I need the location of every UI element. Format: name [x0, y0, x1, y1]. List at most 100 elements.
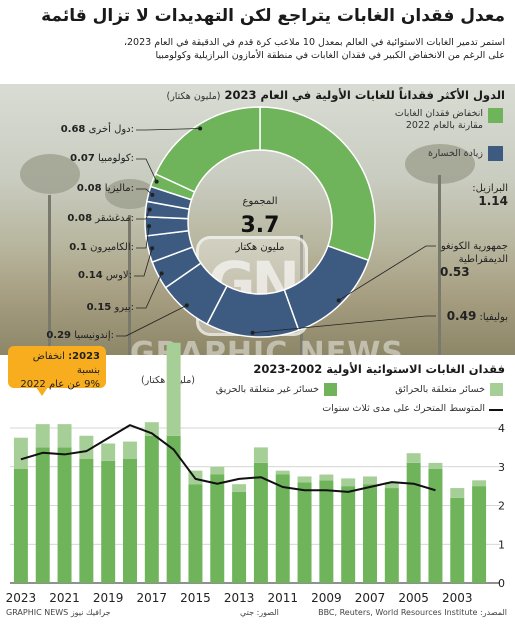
- donut-label: 0.08 مدغشقر:: [67, 213, 134, 224]
- x-tick-label: 2007: [355, 591, 386, 605]
- bar-nonfire: [13, 468, 28, 583]
- donut-label: 0.15 بيرو:: [87, 302, 134, 313]
- legend-increase-label: زيادة الخسارة: [428, 148, 483, 159]
- bar-fire: [253, 447, 268, 463]
- x-tick-label: 2013: [224, 591, 255, 605]
- donut-label-country: دول أخرى:: [88, 124, 134, 135]
- bar-nonfire: [363, 484, 377, 583]
- donut-label-value: 0.14: [78, 270, 103, 281]
- bar-fire: [123, 441, 137, 459]
- page-subtitle: استمر تدمير الغابات الاستوائية في العالم…: [10, 36, 505, 62]
- donut-label-value: 1.14: [478, 194, 508, 208]
- bar-fire: [232, 484, 247, 492]
- bar-nonfire: [57, 447, 72, 583]
- subtitle-line-2: على الرغم من الانخفاض الكبير في فقدان ال…: [155, 50, 506, 61]
- legend-avg-label: المتوسط المتحرك على مدى ثلاث سنوات: [322, 403, 485, 414]
- bar-fire: [188, 470, 203, 485]
- watermark-logo: GN: [207, 249, 300, 317]
- legend-increase-swatch: [488, 146, 503, 161]
- bar-nonfire: [188, 484, 203, 583]
- legend-decrease-label: انخفاض فقدان الغابات مقارنة بالعام 2022: [394, 108, 483, 131]
- donut-label-country: ماليزيا:: [104, 183, 134, 194]
- bar-nonfire: [406, 462, 421, 583]
- donut-label: 0.14 لاوس:: [78, 270, 132, 281]
- donut-label: 0.1 الكاميرون:: [69, 242, 134, 253]
- bar-nonfire: [428, 468, 443, 583]
- bar-fire: [35, 424, 50, 448]
- bar-fire: [144, 422, 159, 436]
- x-tick-label: 2023: [6, 591, 37, 605]
- legend-fire-swatch: [490, 383, 503, 396]
- donut-label-country: بيرو:: [114, 302, 134, 313]
- bar-nonfire: [319, 480, 334, 583]
- bar-nonfire: [275, 474, 290, 583]
- x-tick-label: 2017: [137, 591, 168, 605]
- bar-fire: [57, 424, 72, 448]
- moving-average-line: [20, 424, 436, 493]
- donut-title-text: الدول الأكثر فقداناً للغابات الأولية في …: [224, 88, 505, 102]
- bar-fire: [363, 476, 377, 485]
- donut-label: 0.68 دول أخرى:: [61, 124, 134, 135]
- bar-fire: [472, 480, 487, 487]
- bar-nonfire: [144, 435, 159, 583]
- bar-nonfire: [79, 459, 94, 583]
- legend-nonfire-label: خسائر غير متعلقة بالحريق: [215, 384, 319, 395]
- donut-label: 0.07 كولومبيا:: [70, 153, 134, 164]
- x-tick-label: 2009: [311, 591, 342, 605]
- bar-nonfire: [232, 491, 247, 583]
- x-tick-label: 2019: [93, 591, 124, 605]
- bar-fire: [210, 466, 225, 475]
- donut-label-country: الكاميرون:: [90, 242, 134, 253]
- y-tick-label: 2: [498, 500, 505, 513]
- callout-pointer: [36, 387, 48, 396]
- donut-label: 0.29 إندونيسيا:: [46, 330, 114, 341]
- x-tick-label: 2005: [398, 591, 429, 605]
- bar-nonfire: [341, 486, 356, 583]
- donut-label-value: 0.49: [446, 309, 477, 323]
- bar-chart-unit: (مليون هكتار): [140, 375, 195, 386]
- callout-text-1: انخفاض بنسبة: [32, 351, 100, 376]
- graphic-news-logo: GN: [196, 236, 308, 336]
- y-tick-label: 1: [498, 538, 505, 551]
- donut-label-country: مدغشقر:: [95, 213, 134, 224]
- donut-title: الدول الأكثر فقداناً للغابات الأولية في …: [166, 88, 505, 102]
- bar-fire: [384, 482, 399, 489]
- bar-nonfire: [450, 497, 465, 583]
- bar-nonfire: [101, 460, 116, 583]
- donut-label-value: 0.08: [67, 213, 93, 224]
- y-tick-label: 3: [498, 461, 505, 474]
- x-tick-label: 2021: [49, 591, 80, 605]
- bar-fire: [319, 474, 334, 481]
- bar-fire: [79, 435, 94, 459]
- bar-fire: [297, 476, 312, 483]
- legend-decrease-swatch: [488, 108, 503, 123]
- donut-unit: (مليون هكتار): [166, 91, 221, 102]
- bar-fire: [428, 462, 443, 469]
- footer-photo-credit: الصور: جتي: [240, 608, 279, 617]
- page-title: معدل فقدان الغابات يتراجع لكن التهديدات …: [41, 6, 505, 26]
- callout-text-2: 9% عن عام 2022: [20, 379, 100, 390]
- bar-fire: [341, 478, 356, 487]
- footer-brand: GRAPHIC NEWS جرافيك نيوز: [6, 608, 111, 617]
- legend-nonfire-swatch: [324, 383, 337, 396]
- subtitle-line-1: استمر تدمير الغابات الاستوائية في العالم…: [123, 37, 505, 48]
- callout-2023: 2023: انخفاض بنسبة 9% عن عام 2022: [8, 346, 106, 390]
- bar-fire: [406, 453, 421, 463]
- bar-chart-title: فقدان الغابات الاستوائية الأولية 2002-20…: [253, 362, 505, 376]
- donut-label-country: بوليفيا:: [479, 312, 508, 323]
- bar-nonfire: [210, 474, 225, 583]
- donut-label-value: 0.15: [86, 302, 112, 313]
- donut-label: البرازيل: 1.14: [440, 182, 508, 209]
- donut-label-country: لاوس:: [105, 270, 132, 281]
- bar-nonfire: [35, 447, 50, 583]
- footer: المصدر: BBC, Reuters, World Resources In…: [0, 606, 515, 625]
- bar-fire: [275, 470, 290, 475]
- legend-fire-label: خسائر متعلقة بالحرائق: [395, 384, 485, 395]
- bar-fire: [450, 488, 465, 498]
- donut-label-value: 0.08: [76, 183, 102, 194]
- x-tick-label: 2011: [267, 591, 298, 605]
- x-tick-label: 2003: [442, 591, 473, 605]
- donut-label-value: 0.53: [440, 265, 470, 279]
- donut-label-value: 0.1: [69, 242, 87, 253]
